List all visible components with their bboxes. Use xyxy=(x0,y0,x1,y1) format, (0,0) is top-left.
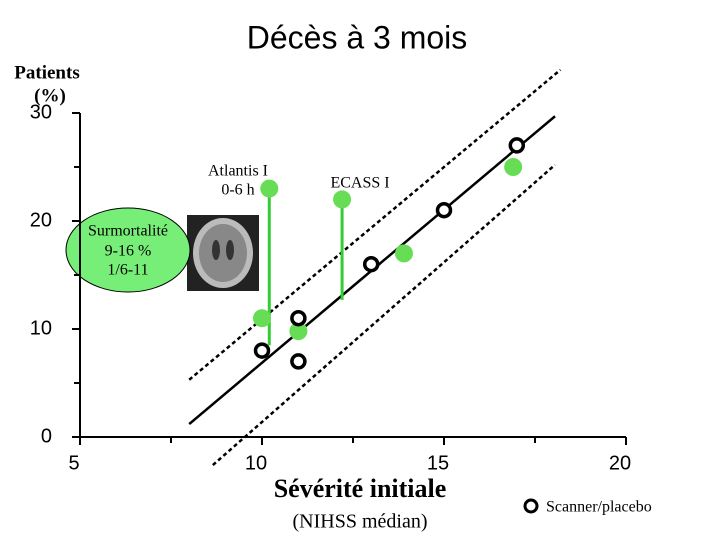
data-point xyxy=(290,353,307,370)
annotation: 1/6-11 xyxy=(107,262,148,279)
data-point-green xyxy=(333,190,352,209)
y-tick-label: 20 xyxy=(30,209,52,231)
x-tick-label: 5 xyxy=(68,452,79,474)
data-point xyxy=(253,342,271,359)
annotation: ECASS I xyxy=(330,175,389,192)
y-axis-label: Patients xyxy=(14,62,79,83)
data-point-green xyxy=(289,322,308,341)
annotation: 0-6 h xyxy=(221,182,254,199)
annotation-ellipse xyxy=(65,207,191,293)
data-point xyxy=(435,201,453,219)
data-point-green xyxy=(253,309,271,328)
legend-label: Scanner/placebo xyxy=(546,499,652,516)
confidence-line xyxy=(212,163,556,467)
data-point-green xyxy=(394,244,413,263)
y-axis-label: (%) xyxy=(34,85,66,106)
annotation: Atlantis I xyxy=(208,163,268,180)
data-point xyxy=(362,255,380,273)
x-tick-label: 10 xyxy=(245,452,267,474)
y-tick-label: 10 xyxy=(30,317,52,339)
x-axis-sublabel: (NIHSS médian) xyxy=(293,511,428,533)
data-point-green xyxy=(504,158,523,176)
y-tick-label: 30 xyxy=(30,101,52,123)
legend-marker xyxy=(523,498,539,514)
x-axis-label: Sévérité initiale xyxy=(274,474,447,503)
x-tick-label: 15 xyxy=(427,452,449,474)
annotation: 9-16 % xyxy=(105,243,152,260)
y-tick-label: 0 xyxy=(41,425,52,447)
brain-image xyxy=(187,215,259,291)
chart-title: Décès à 3 mois xyxy=(247,19,468,55)
confidence-line xyxy=(188,68,562,381)
data-point xyxy=(508,137,526,154)
annotation: Surmortalité xyxy=(88,223,168,240)
data-point xyxy=(290,309,307,327)
x-tick-label: 20 xyxy=(609,452,631,474)
data-point-green xyxy=(260,179,279,198)
